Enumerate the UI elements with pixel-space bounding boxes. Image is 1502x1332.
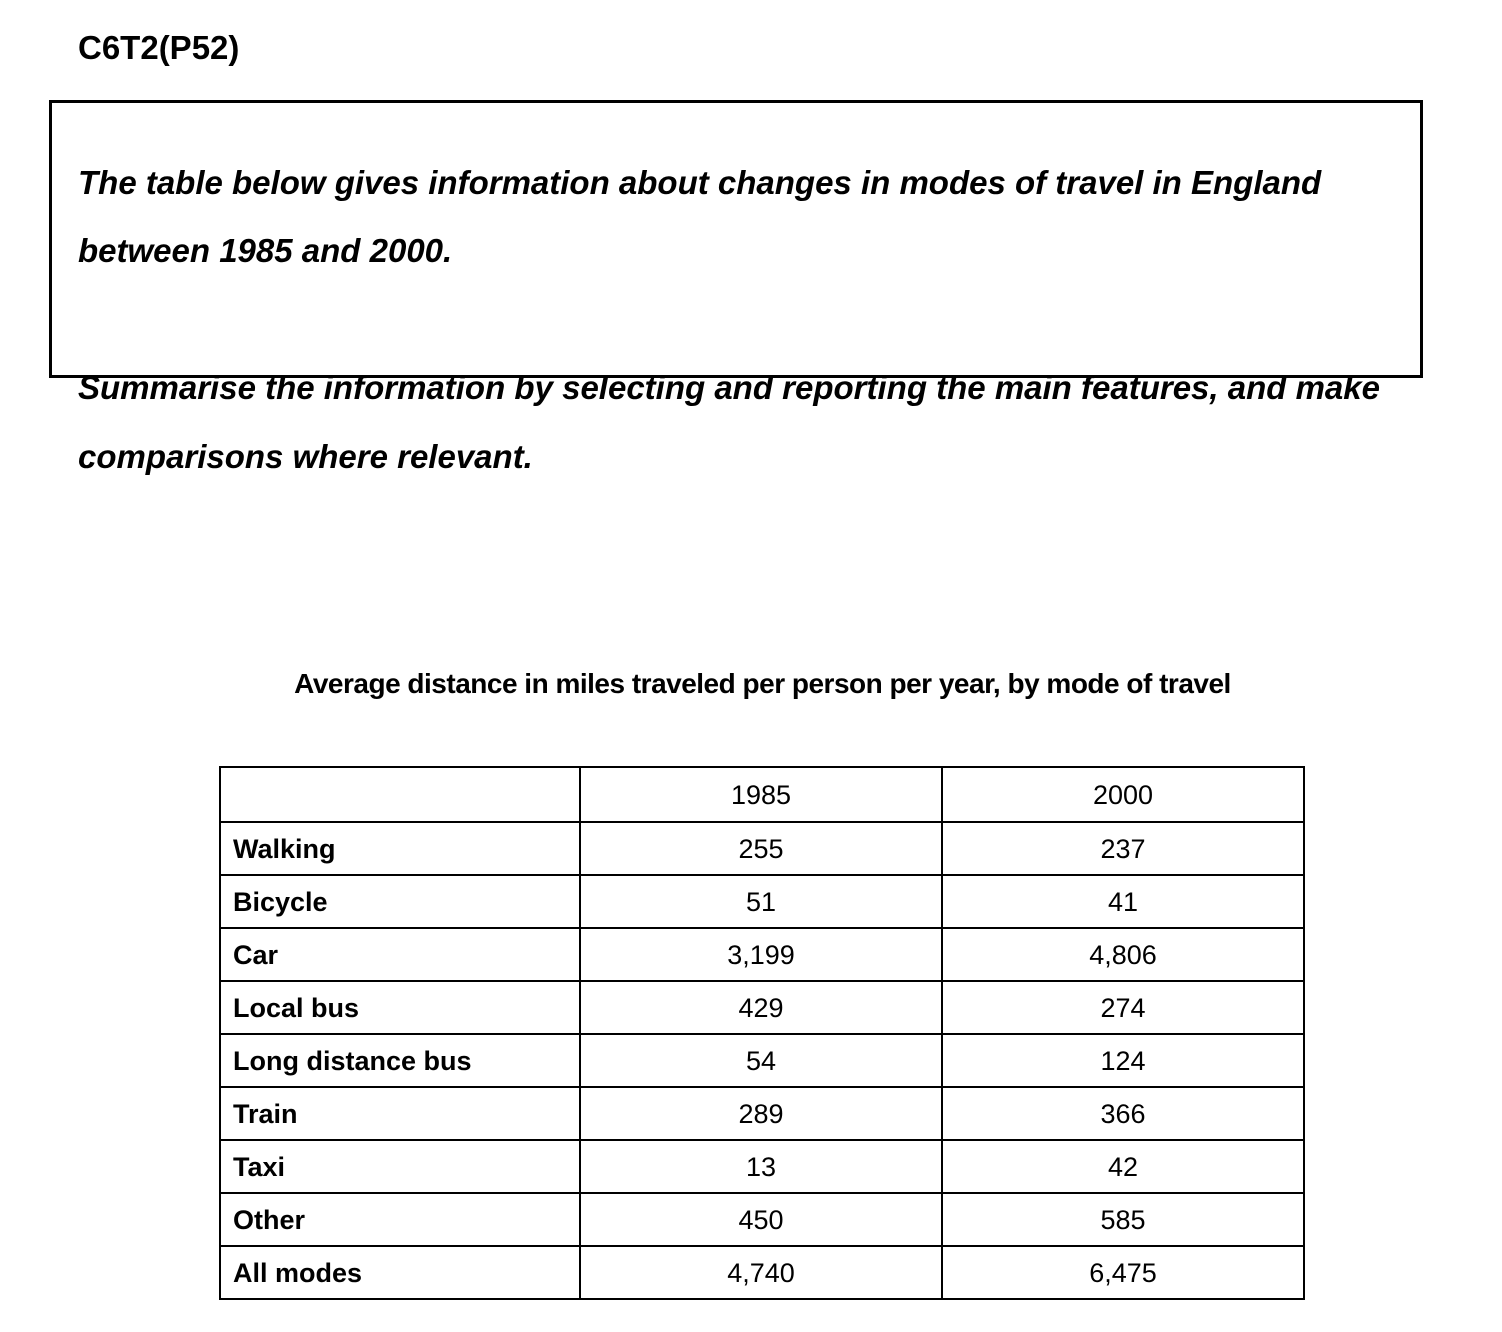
cell-1985: 54 <box>579 1033 943 1088</box>
column-header-2000: 2000 <box>941 766 1305 823</box>
table-row: Walking 255 237 <box>219 821 1305 876</box>
cell-1985: 4,740 <box>579 1245 943 1300</box>
document-heading: C6T2(P52) <box>78 29 240 66</box>
table-row: Taxi 13 42 <box>219 1139 1305 1194</box>
table-row: All modes 4,740 6,475 <box>219 1245 1305 1300</box>
table-row: Car 3,199 4,806 <box>219 927 1305 982</box>
row-label: Local bus <box>219 980 581 1035</box>
cell-1985: 450 <box>579 1192 943 1247</box>
row-label: Bicycle <box>219 874 581 929</box>
prompt-line-3: Summarise the information by selecting a… <box>78 369 1380 406</box>
prompt-line-4: comparisons where relevant. <box>78 438 533 475</box>
cell-1985: 255 <box>579 821 943 876</box>
table-row: Long distance bus 54 124 <box>219 1033 1305 1088</box>
cell-2000: 274 <box>941 980 1305 1035</box>
table-row: Bicycle 51 41 <box>219 874 1305 929</box>
table-row: Train 289 366 <box>219 1086 1305 1141</box>
cell-2000: 42 <box>941 1139 1305 1194</box>
prompt-line-1: The table below gives information about … <box>78 164 1322 201</box>
row-label: Walking <box>219 821 581 876</box>
travel-data-table: 1985 2000 Walking 255 237 Bicycle 51 41 … <box>219 766 1305 1300</box>
column-header-blank <box>219 766 581 823</box>
cell-1985: 51 <box>579 874 943 929</box>
prompt-line-2: between 1985 and 2000. <box>78 232 453 269</box>
cell-1985: 3,199 <box>579 927 943 982</box>
row-label: All modes <box>219 1245 581 1300</box>
table-row: Local bus 429 274 <box>219 980 1305 1035</box>
cell-2000: 366 <box>941 1086 1305 1141</box>
cell-2000: 237 <box>941 821 1305 876</box>
cell-2000: 585 <box>941 1192 1305 1247</box>
cell-1985: 429 <box>579 980 943 1035</box>
prompt-box <box>49 100 1423 378</box>
cell-2000: 124 <box>941 1033 1305 1088</box>
table-row: Other 450 585 <box>219 1192 1305 1247</box>
row-label: Car <box>219 927 581 982</box>
cell-1985: 289 <box>579 1086 943 1141</box>
table-header-row: 1985 2000 <box>219 766 1305 823</box>
row-label: Train <box>219 1086 581 1141</box>
row-label: Taxi <box>219 1139 581 1194</box>
row-label: Other <box>219 1192 581 1247</box>
cell-1985: 13 <box>579 1139 943 1194</box>
table-title: Average distance in miles traveled per p… <box>294 668 1231 699</box>
cell-2000: 41 <box>941 874 1305 929</box>
cell-2000: 6,475 <box>941 1245 1305 1300</box>
column-header-1985: 1985 <box>579 766 943 823</box>
row-label: Long distance bus <box>219 1033 581 1088</box>
cell-2000: 4,806 <box>941 927 1305 982</box>
